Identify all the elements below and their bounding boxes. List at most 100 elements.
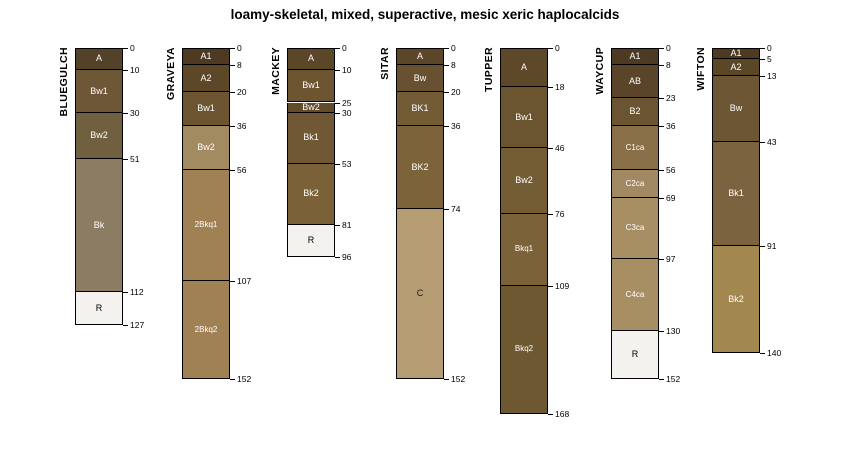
- depth-tick: [335, 163, 340, 165]
- depth-label: 20: [237, 86, 247, 97]
- series-name: GRAVEYA: [165, 47, 177, 100]
- horizon-label: BK2: [411, 161, 429, 172]
- depth-tick: [659, 259, 664, 261]
- horizon-label: A: [307, 53, 314, 64]
- depth-label: 81: [342, 219, 352, 230]
- series-name: SITAR: [379, 47, 391, 80]
- horizon-label: Bw2: [302, 102, 320, 112]
- depth-tick: [230, 126, 235, 128]
- horizon-c3ca: C3ca: [611, 198, 659, 260]
- depth-label: 97: [666, 254, 676, 265]
- horizon-a2: A2: [182, 65, 230, 92]
- horizon-2bkq1: 2Bkq1: [182, 170, 230, 282]
- horizon-bw2: Bw2: [182, 126, 230, 171]
- horizon-a1: A1: [611, 48, 659, 66]
- figure-title: loamy-skeletal, mixed, superactive, mesi…: [230, 7, 620, 22]
- depth-tick: [444, 379, 449, 381]
- depth-label: 0: [342, 43, 347, 53]
- series-name: TUPPER: [483, 47, 495, 92]
- depth-tick: [659, 379, 664, 381]
- depth-label: 112: [130, 287, 144, 298]
- depth-label: 5: [767, 53, 772, 64]
- depth-label: 152: [451, 374, 466, 385]
- horizon-bw1: Bw1: [75, 69, 123, 114]
- horizon-label: A: [416, 51, 423, 62]
- horizon-a: A: [396, 48, 444, 66]
- horizon-label: C4ca: [625, 289, 645, 299]
- horizon-label: AB: [628, 75, 641, 86]
- depth-label: 8: [451, 60, 456, 71]
- depth-tick: [760, 353, 765, 355]
- depth-label: 152: [666, 374, 681, 385]
- horizon-a: A: [287, 48, 335, 70]
- horizon-label: Bw2: [90, 130, 108, 141]
- depth-label: 8: [237, 60, 242, 71]
- depth-tick: [123, 324, 128, 326]
- depth-label: 20: [451, 86, 461, 97]
- depth-tick: [123, 48, 128, 49]
- horizon-label: A2: [200, 72, 212, 83]
- depth-tick: [444, 126, 449, 128]
- horizon-a1: A1: [182, 48, 230, 66]
- depth-label: 25: [342, 97, 352, 108]
- horizon-label: C1ca: [625, 142, 645, 152]
- depth-tick: [335, 224, 340, 226]
- horizon-label: Bk2: [303, 188, 319, 199]
- depth-tick: [230, 48, 235, 49]
- depth-label: 51: [130, 154, 140, 165]
- horizon-label: Bkq1: [514, 244, 534, 254]
- horizon-bw1: Bw1: [500, 87, 548, 149]
- horizon-label: 2Bkq1: [194, 220, 218, 230]
- depth-tick: [123, 159, 128, 161]
- depth-tick: [444, 48, 449, 49]
- horizon-label: A1: [730, 48, 742, 58]
- depth-label: 69: [666, 193, 676, 204]
- horizon-label: Bk1: [728, 188, 744, 199]
- depth-tick: [760, 141, 765, 143]
- depth-label: 76: [555, 208, 565, 219]
- horizon-bw2: Bw2: [287, 102, 335, 114]
- horizon-bw2: Bw2: [500, 148, 548, 214]
- depth-label: 36: [237, 121, 247, 132]
- depth-tick: [760, 246, 765, 248]
- horizon-label: Bk: [93, 219, 105, 230]
- depth-tick: [760, 58, 765, 60]
- depth-label: 36: [666, 121, 676, 132]
- depth-label: 56: [237, 165, 247, 176]
- series-name: BLUEGULCH: [58, 47, 70, 117]
- horizon-bw1: Bw1: [182, 91, 230, 127]
- series-name: WIFTON: [695, 47, 707, 91]
- horizon-label: Bw1: [302, 80, 320, 91]
- depth-label: 91: [767, 241, 777, 252]
- depth-label: 18: [555, 82, 565, 93]
- horizon-r: R: [75, 292, 123, 325]
- depth-label: 0: [451, 43, 456, 53]
- depth-label: 10: [130, 64, 140, 75]
- depth-tick: [444, 65, 449, 67]
- horizon-label: C2ca: [625, 178, 645, 188]
- depth-label: 152: [237, 374, 252, 385]
- series-name: MACKEY: [270, 47, 282, 95]
- horizon-label: A1: [200, 51, 212, 62]
- horizon-a: A: [75, 48, 123, 70]
- horizon-b2: B2: [611, 98, 659, 127]
- horizon-r: R: [287, 224, 335, 258]
- horizon-label: Bw1: [90, 85, 108, 96]
- horizon-r: R: [611, 331, 659, 380]
- depth-label: 96: [342, 252, 352, 263]
- horizon-bk1: BK1: [396, 91, 444, 127]
- depth-label: 140: [767, 348, 782, 359]
- horizon-c1ca: C1ca: [611, 126, 659, 171]
- horizon-label: Bw1: [197, 103, 215, 114]
- horizon-2bkq2: 2Bkq2: [182, 281, 230, 380]
- depth-tick: [230, 170, 235, 172]
- depth-tick: [760, 76, 765, 78]
- horizon-label: C3ca: [625, 223, 645, 233]
- depth-label: 46: [555, 143, 565, 154]
- depth-tick: [335, 102, 340, 104]
- depth-tick: [123, 292, 128, 294]
- horizon-bkq1: Bkq1: [500, 213, 548, 286]
- depth-tick: [548, 48, 553, 49]
- depth-tick: [548, 148, 553, 150]
- depth-label: 30: [342, 108, 352, 119]
